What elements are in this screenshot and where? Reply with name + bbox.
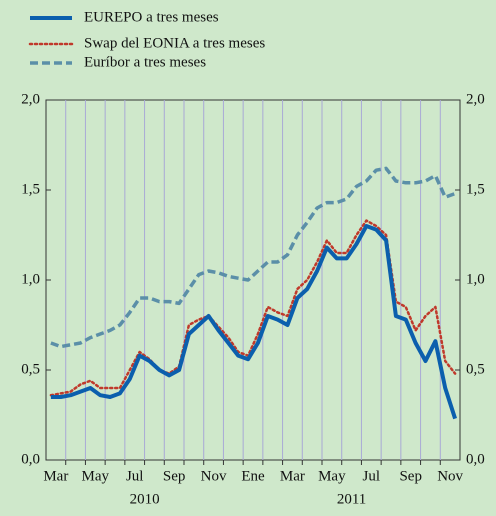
- y2-tick-label: 2,0: [466, 91, 485, 107]
- x-tick-label: May: [318, 468, 346, 484]
- y-tick-label: 0,5: [21, 361, 40, 377]
- plot-area: [45, 99, 461, 461]
- legend-label: Euríbor a tres meses: [84, 54, 206, 70]
- x-tick-label: Sep: [163, 468, 186, 484]
- x-tick-label: Nov: [437, 468, 463, 484]
- x-tick-label: Nov: [201, 468, 227, 484]
- y-tick-label: 0,0: [21, 451, 40, 467]
- y2-tick-label: 1,0: [466, 271, 485, 287]
- x-tick-label: May: [82, 468, 110, 484]
- x-tick-label: Mar: [43, 468, 68, 484]
- x-tick-label: Jul: [126, 468, 144, 484]
- legend-label: EUREPO a tres meses: [84, 9, 219, 25]
- y-tick-label: 1,0: [21, 271, 40, 287]
- series-line: [50, 166, 456, 349]
- series-line: [50, 224, 458, 420]
- x-tick-label: Ene: [241, 468, 265, 484]
- year-label: 2011: [337, 491, 366, 507]
- y2-tick-label: 1,5: [466, 181, 485, 197]
- x-tick-label: Jul: [363, 468, 381, 484]
- y2-tick-label: 0,0: [466, 451, 485, 467]
- y-tick-label: 2,0: [21, 91, 40, 107]
- legend-label: Swap del EONIA a tres meses: [84, 35, 265, 51]
- y2-tick-label: 0,5: [466, 361, 485, 377]
- x-tick-label: Mar: [280, 468, 305, 484]
- year-label: 2010: [130, 491, 160, 507]
- x-tick-label: Sep: [399, 468, 422, 484]
- y-tick-label: 1,5: [21, 181, 40, 197]
